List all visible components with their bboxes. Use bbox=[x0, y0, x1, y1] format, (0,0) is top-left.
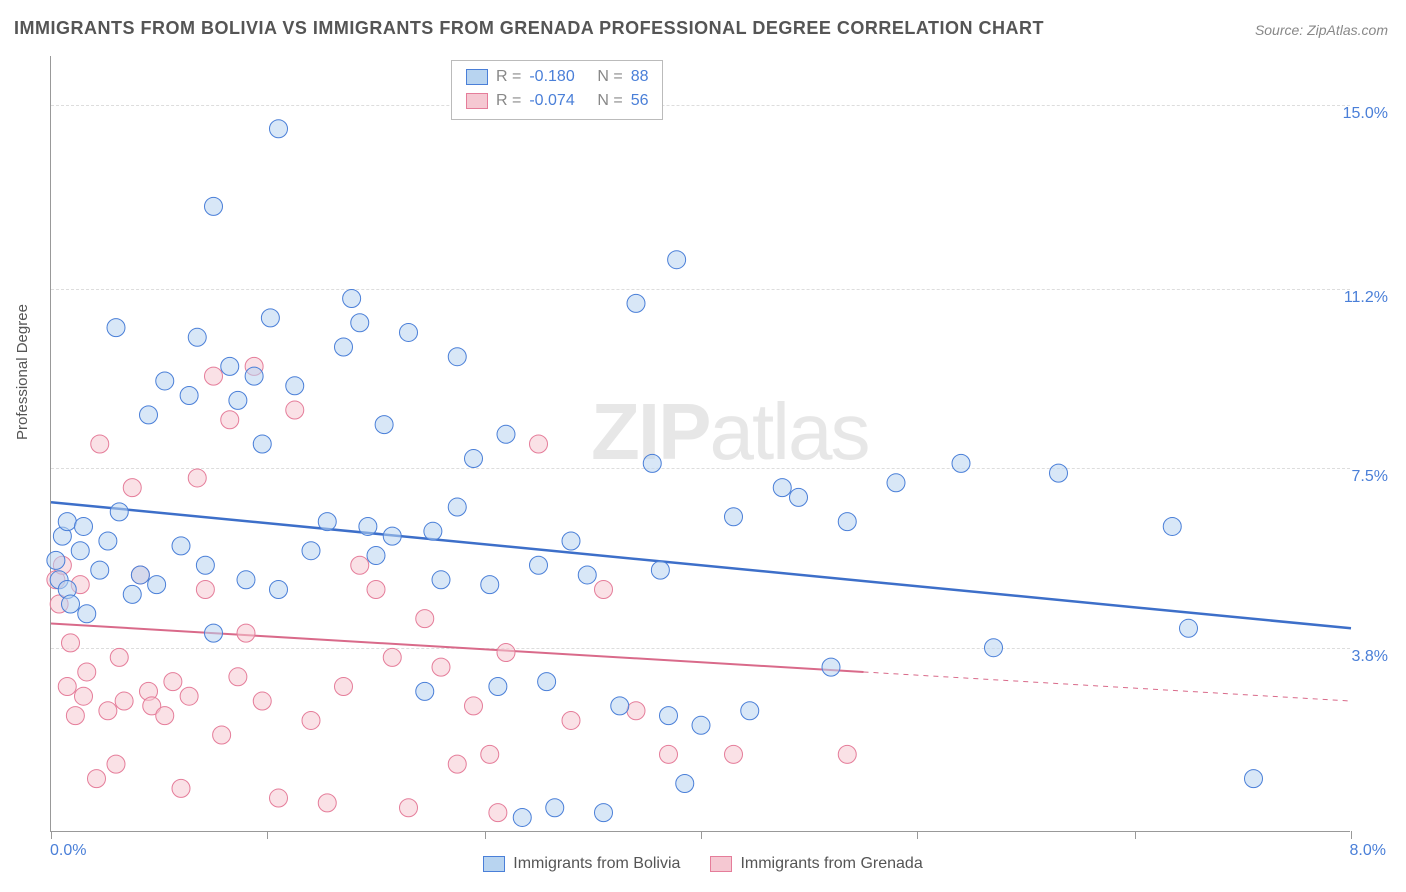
n-value: 56 bbox=[631, 89, 649, 113]
r-label: R = bbox=[496, 89, 521, 113]
legend-item-grenada: Immigrants from Grenada bbox=[710, 840, 922, 888]
n-value: 88 bbox=[631, 65, 649, 89]
stats-box: R = -0.180 N = 88 R = -0.074 N = 56 bbox=[451, 60, 663, 120]
legend-label: Immigrants from Grenada bbox=[740, 855, 922, 873]
swatch-bolivia-legend bbox=[483, 856, 505, 872]
source-attribution: Source: ZipAtlas.com bbox=[1255, 22, 1388, 38]
chart-title: IMMIGRANTS FROM BOLIVIA VS IMMIGRANTS FR… bbox=[14, 18, 1044, 39]
r-value: -0.074 bbox=[529, 89, 589, 113]
legend-label: Immigrants from Bolivia bbox=[513, 855, 680, 873]
chart-container: IMMIGRANTS FROM BOLIVIA VS IMMIGRANTS FR… bbox=[0, 0, 1406, 892]
r-label: R = bbox=[496, 65, 521, 89]
legend: Immigrants from Bolivia Immigrants from … bbox=[0, 840, 1406, 888]
n-label: N = bbox=[597, 65, 622, 89]
legend-item-bolivia: Immigrants from Bolivia bbox=[483, 840, 680, 888]
y-tick-label: 15.0% bbox=[1343, 105, 1388, 123]
stats-row-grenada: R = -0.074 N = 56 bbox=[466, 89, 648, 113]
swatch-grenada bbox=[466, 93, 488, 109]
stats-row-bolivia: R = -0.180 N = 88 bbox=[466, 65, 648, 89]
r-value: -0.180 bbox=[529, 65, 589, 89]
y-tick-label: 3.8% bbox=[1352, 648, 1388, 666]
scatter-svg bbox=[51, 56, 1350, 831]
y-tick-label: 7.5% bbox=[1352, 468, 1388, 486]
y-tick-label: 11.2% bbox=[1344, 289, 1388, 307]
swatch-grenada-legend bbox=[710, 856, 732, 872]
plot-area: ZIPatlas R = -0.180 N = 88 R = -0.074 N … bbox=[50, 56, 1350, 832]
y-axis-label: Professional Degree bbox=[14, 304, 31, 440]
n-label: N = bbox=[597, 89, 622, 113]
swatch-bolivia bbox=[466, 69, 488, 85]
